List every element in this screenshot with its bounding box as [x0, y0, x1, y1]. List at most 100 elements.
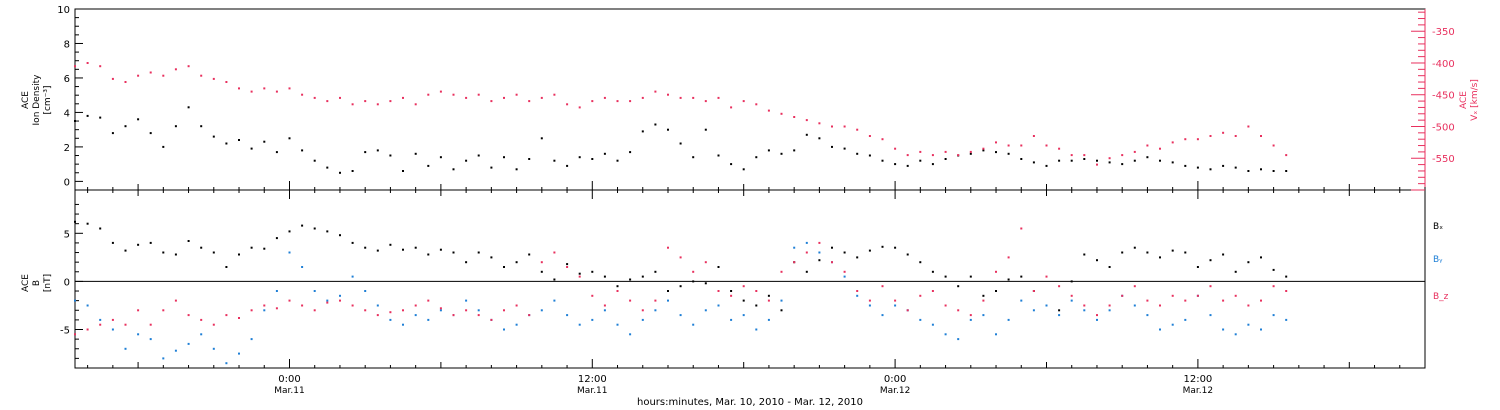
bx-point	[578, 272, 581, 275]
by-point	[1260, 328, 1262, 331]
vx-point	[452, 93, 455, 96]
density-point	[225, 142, 228, 145]
bx-point	[540, 270, 543, 273]
vx-point	[74, 65, 76, 68]
density-point	[704, 128, 707, 131]
vx-point	[427, 93, 430, 96]
density-point	[717, 154, 720, 157]
density-point	[427, 164, 430, 167]
bz-point	[503, 309, 505, 312]
bx-point	[263, 247, 266, 250]
density-point	[1146, 156, 1149, 159]
density-point	[1032, 161, 1035, 164]
bx-point	[1171, 249, 1174, 252]
bx-point	[1234, 270, 1237, 273]
x-tick-label-date: Mar.11	[274, 386, 304, 396]
density-point	[389, 154, 392, 157]
by-point	[414, 314, 417, 317]
vx-point	[288, 87, 291, 90]
vx-point	[1146, 144, 1149, 147]
x-tick-label-date: Mar.12	[1183, 386, 1213, 396]
by-point	[919, 318, 922, 321]
vx-point	[667, 93, 669, 96]
bz-point	[200, 318, 203, 321]
bz-point	[843, 270, 846, 273]
bz-point	[414, 304, 417, 307]
bx-point	[1184, 251, 1187, 254]
y-tick-label-bottom: -5	[60, 326, 70, 337]
vx-point	[225, 81, 228, 83]
vx-point	[326, 100, 329, 103]
bx-point	[629, 278, 632, 281]
bx-point	[603, 275, 606, 278]
vx-point	[137, 74, 140, 77]
by-point	[1146, 314, 1149, 317]
bx-point	[553, 278, 556, 281]
by-point	[187, 342, 190, 345]
by-point	[654, 309, 657, 312]
vx-point	[212, 77, 215, 80]
by-point	[692, 323, 695, 326]
vx-point	[1209, 135, 1212, 137]
by-point	[717, 304, 720, 307]
bx-point	[566, 263, 569, 266]
bx-point	[730, 290, 733, 292]
bz-point	[1096, 314, 1098, 317]
by-point	[124, 347, 127, 350]
vx-point	[1032, 135, 1035, 137]
vx-point	[982, 147, 985, 150]
by-point	[1234, 333, 1237, 336]
density-point	[1247, 170, 1250, 172]
bx-point	[805, 270, 808, 273]
density-point	[86, 114, 89, 117]
by-point	[515, 323, 518, 326]
by-point	[805, 241, 808, 244]
bx-point	[982, 294, 985, 297]
bx-point	[1108, 266, 1111, 268]
density-point	[919, 159, 922, 162]
bz-point	[1070, 294, 1073, 297]
density-point	[553, 159, 556, 162]
density-point	[124, 125, 127, 128]
density-point	[376, 149, 379, 152]
vx-point	[1108, 157, 1111, 160]
x-axis-title: hours:minutes, Mar. 10, 2010 - Mar. 12, …	[637, 397, 863, 408]
bz-point	[301, 304, 304, 307]
vx-point	[894, 147, 897, 150]
bz-point	[238, 317, 240, 319]
bx-point	[124, 249, 127, 252]
legend-by: Bᵧ	[1433, 255, 1443, 265]
vx-point	[1007, 144, 1010, 147]
by-point	[149, 338, 152, 341]
vx-point	[528, 100, 531, 103]
bx-point	[503, 266, 505, 268]
by-point	[881, 314, 884, 317]
axis-ticks	[75, 8, 1426, 368]
by-point	[944, 333, 947, 336]
bx-point	[742, 299, 745, 302]
by-point	[553, 299, 556, 302]
vx-point	[553, 93, 556, 96]
vx-point	[1121, 154, 1124, 157]
density-point	[1222, 164, 1225, 167]
by-point	[74, 299, 76, 302]
tick-labels: 0:00Mar.1112:00Mar.110:00Mar.1212:00Mar.…	[57, 5, 1454, 396]
bz-point	[767, 299, 770, 302]
bz-point	[982, 299, 985, 302]
density-point	[250, 147, 253, 150]
by-point	[1058, 314, 1061, 317]
vx-point	[868, 135, 871, 137]
bx-point	[1083, 253, 1086, 256]
ylabel-right-line1: ACE	[1459, 91, 1469, 109]
bx-point	[919, 261, 922, 264]
by-point	[326, 299, 329, 302]
by-point	[389, 318, 392, 321]
density-point	[212, 135, 215, 138]
vx-point	[174, 68, 177, 71]
bx-point	[1146, 251, 1149, 254]
bx-point	[591, 270, 594, 273]
density-point	[931, 163, 934, 166]
bz-point	[376, 314, 379, 317]
density-point	[843, 147, 846, 150]
